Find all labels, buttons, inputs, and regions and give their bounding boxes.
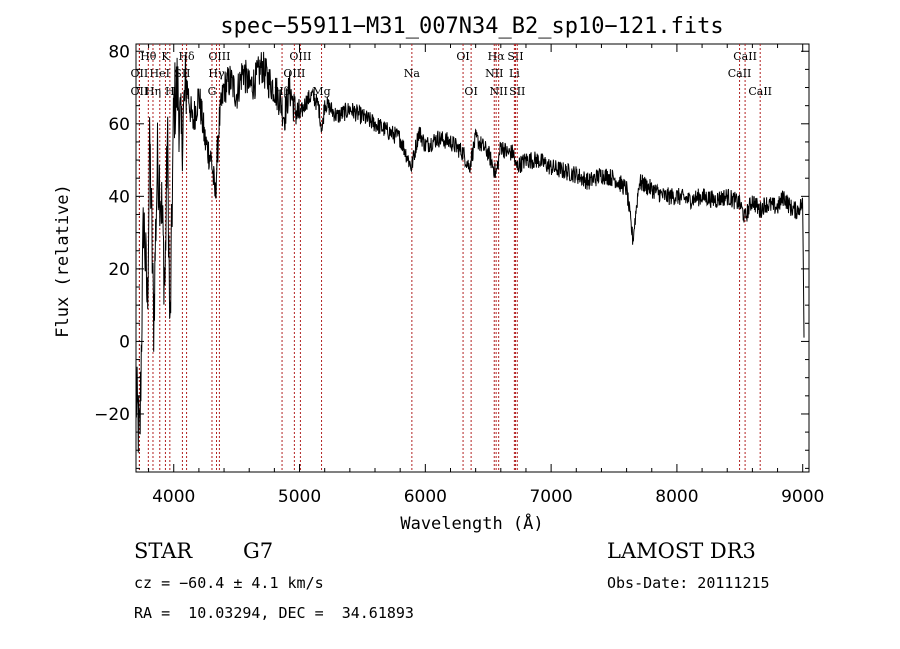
plot-frame xyxy=(135,43,810,473)
line-marker-label-12: OIII xyxy=(289,50,311,63)
line-marker-label-16: Na xyxy=(404,67,421,80)
spectral-subclass: G7 xyxy=(243,539,274,563)
line-marker-label-25: CaII xyxy=(733,50,757,63)
line-marker-label-24: SII xyxy=(509,85,525,98)
line-marker-label-18: OI xyxy=(464,85,477,98)
line-marker-label-7: Hη xyxy=(145,85,161,98)
object-class: STAR xyxy=(134,539,193,563)
line-marker-label-17: OI xyxy=(456,50,469,63)
x-tick-label-0: 4000 xyxy=(152,487,195,507)
y-axis-label: Flux (relative) xyxy=(53,184,73,338)
chart-title: spec−55911−M31_007N34_B2_sp10−121.fits xyxy=(220,14,723,39)
y-tick-label-5: 80 xyxy=(108,42,130,62)
y-tick-label-0: −20 xyxy=(94,405,130,425)
x-tick-label-1: 5000 xyxy=(278,487,321,507)
x-tick-label-3: 7000 xyxy=(529,487,572,507)
line-marker-label-1: K xyxy=(161,50,170,63)
line-marker-label-22: Li xyxy=(509,67,520,80)
line-marker-label-10: Hγ xyxy=(208,67,225,80)
line-marker-label-2: Hδ xyxy=(178,50,195,63)
y-tick-label-2: 20 xyxy=(108,260,130,280)
line-marker-label-19: Hα xyxy=(488,50,506,63)
x-tick-label-2: 6000 xyxy=(404,487,447,507)
line-marker-label-4: HeI xyxy=(150,67,170,80)
line-marker-label-20: SII xyxy=(507,50,523,63)
line-marker-label-23: NII xyxy=(490,85,508,98)
x-tick-label-4: 8000 xyxy=(655,487,698,507)
line-marker-label-6: OII xyxy=(131,85,149,98)
line-marker-label-8: H xyxy=(165,85,175,98)
observation-date: Obs-Date: 20111215 xyxy=(607,574,770,592)
line-marker-label-26: CaII xyxy=(728,67,752,80)
spectrum-series xyxy=(135,51,805,453)
y-tick-label-3: 40 xyxy=(108,187,130,207)
line-marker-label-15: Mg xyxy=(312,85,330,98)
line-marker-label-11: G xyxy=(208,85,217,98)
redshift-cz: cz = −60.4 ± 4.1 km/s xyxy=(134,574,324,592)
y-tick-label-1: 0 xyxy=(119,332,130,352)
coordinates: RA = 10.03294, DEC = 34.61893 xyxy=(134,604,414,622)
x-tick-label-5: 9000 xyxy=(781,487,824,507)
line-marker-label-9: OIII xyxy=(208,50,230,63)
survey-name: LAMOST DR3 xyxy=(607,539,756,563)
line-marker-label-0: Hθ xyxy=(140,50,157,63)
axis-ticks: 4000 5000 6000 7000 8000 9000 −20 0 20 40 60 80 xyxy=(94,42,824,507)
spectrum-line xyxy=(135,51,805,453)
line-marker-label-21: NII xyxy=(485,67,503,80)
x-axis-label: Wavelength (Å) xyxy=(400,512,543,534)
line-marker-label-13: OIII xyxy=(283,67,305,80)
line-marker-label-27: CaII xyxy=(748,85,772,98)
y-tick-label-4: 60 xyxy=(108,115,130,135)
